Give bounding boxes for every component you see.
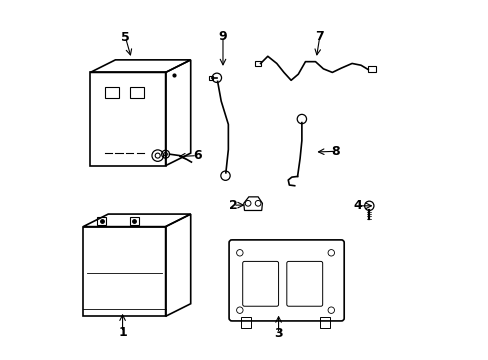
Text: 7: 7 bbox=[315, 30, 324, 43]
Bar bbox=[367, 66, 375, 72]
Bar bbox=[129, 217, 139, 225]
Bar bbox=[129, 87, 144, 98]
Text: 1: 1 bbox=[118, 326, 127, 339]
Text: 9: 9 bbox=[218, 30, 227, 43]
Bar bbox=[255, 60, 261, 66]
Bar bbox=[241, 318, 250, 328]
Text: 5: 5 bbox=[121, 31, 129, 44]
Bar bbox=[208, 76, 212, 80]
Text: 6: 6 bbox=[192, 149, 201, 162]
Text: 3: 3 bbox=[274, 327, 282, 340]
Text: 2: 2 bbox=[228, 199, 237, 212]
Bar bbox=[319, 318, 329, 328]
Bar bbox=[97, 217, 106, 225]
Bar bbox=[104, 87, 119, 98]
Text: 8: 8 bbox=[331, 145, 340, 158]
Text: 4: 4 bbox=[352, 199, 361, 212]
